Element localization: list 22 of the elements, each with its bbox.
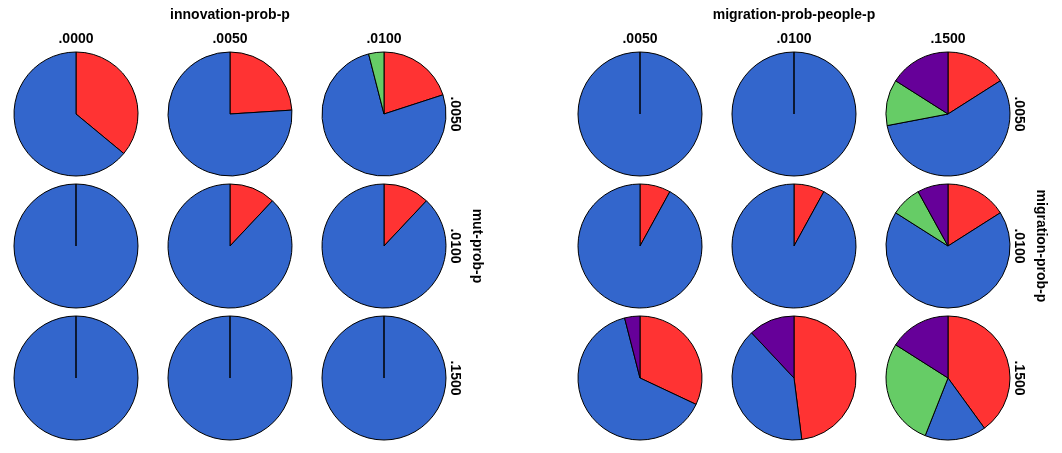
- text: .1500: [1012, 360, 1028, 396]
- text: mut-prob-p: [470, 208, 486, 284]
- chart-title: .0100: [775, 30, 813, 46]
- text: .1500: [448, 360, 464, 396]
- text: .0100: [448, 228, 464, 264]
- text: migration-prob-p: [1034, 189, 1050, 303]
- pie-slice: [321, 53, 447, 177]
- pie-slice: [321, 183, 447, 309]
- chart-title: .0000: [57, 30, 95, 46]
- pie-slice: [731, 183, 857, 309]
- text: .0050: [448, 96, 464, 132]
- text: .0100: [1012, 228, 1028, 264]
- pie-slice: [577, 183, 703, 309]
- pie-slice: [167, 51, 293, 177]
- chart-title: .0050: [211, 30, 249, 46]
- text: .0050: [1012, 96, 1028, 132]
- text: innovation-prob-p: [169, 6, 291, 22]
- chart-title: .0050: [621, 30, 659, 46]
- pie-slice: [167, 183, 293, 309]
- text: migration-prob-people-p: [711, 6, 877, 22]
- chart-title: .0100: [365, 30, 403, 46]
- chart-title: .1500: [929, 30, 967, 46]
